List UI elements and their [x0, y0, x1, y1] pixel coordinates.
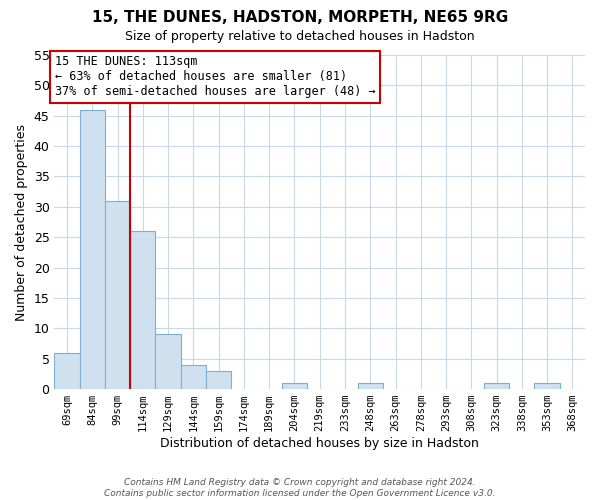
- Bar: [130, 231, 155, 389]
- Bar: [535, 383, 560, 389]
- Text: Size of property relative to detached houses in Hadston: Size of property relative to detached ho…: [125, 30, 475, 43]
- Bar: [282, 383, 307, 389]
- Text: 15, THE DUNES, HADSTON, MORPETH, NE65 9RG: 15, THE DUNES, HADSTON, MORPETH, NE65 9R…: [92, 10, 508, 25]
- Y-axis label: Number of detached properties: Number of detached properties: [15, 124, 28, 320]
- Bar: [80, 110, 105, 389]
- Text: Contains HM Land Registry data © Crown copyright and database right 2024.
Contai: Contains HM Land Registry data © Crown c…: [104, 478, 496, 498]
- Bar: [484, 383, 509, 389]
- Bar: [358, 383, 383, 389]
- Bar: [155, 334, 181, 389]
- Bar: [105, 201, 130, 389]
- Bar: [55, 352, 80, 389]
- Bar: [181, 365, 206, 389]
- X-axis label: Distribution of detached houses by size in Hadston: Distribution of detached houses by size …: [160, 437, 479, 450]
- Bar: [206, 371, 231, 389]
- Text: 15 THE DUNES: 113sqm
← 63% of detached houses are smaller (81)
37% of semi-detac: 15 THE DUNES: 113sqm ← 63% of detached h…: [55, 56, 376, 98]
